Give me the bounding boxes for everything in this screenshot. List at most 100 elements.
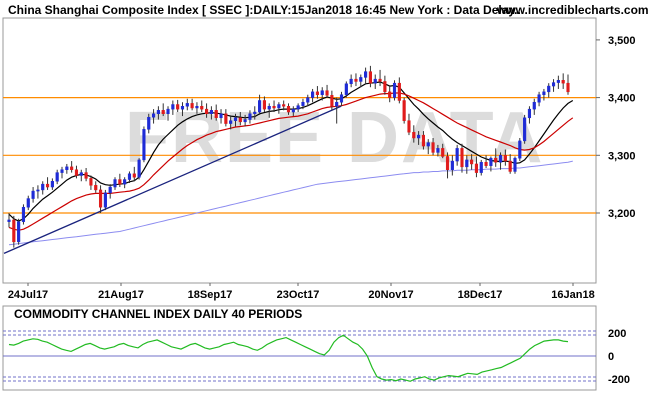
candle-body-20 [103, 192, 107, 208]
candle-body-75 [368, 71, 372, 84]
candle-body-47 [233, 117, 238, 121]
watermark-text: FREE DATA [125, 98, 544, 178]
candle-body-103 [503, 155, 507, 162]
candle-body-79 [388, 91, 392, 98]
date-tick-label-4: 20Nov17 [368, 289, 413, 301]
candle-body-17 [89, 178, 93, 186]
price-tick-label-2: 3,300 [608, 150, 636, 162]
candle-body-108 [527, 108, 532, 119]
date-tick-label-3: 23Oct17 [277, 289, 320, 301]
candle-body-31 [156, 110, 160, 115]
candle-body-54 [267, 106, 271, 110]
candle-body-99 [484, 161, 488, 166]
candle-body-81 [397, 82, 401, 101]
candle-body-10 [55, 172, 59, 182]
candle-body-76 [373, 78, 377, 84]
candle-body-101 [494, 157, 498, 163]
candle-body-82 [402, 100, 406, 121]
candle-body-12 [65, 166, 69, 170]
candle-body-107 [523, 117, 527, 142]
candle-body-78 [383, 81, 387, 93]
candle-body-30 [151, 113, 156, 118]
candle-body-105 [513, 157, 517, 172]
candle-body-72 [354, 78, 358, 82]
candle-body-52 [258, 100, 262, 113]
price-panel-frame [2, 17, 597, 284]
candle-body-97 [474, 163, 479, 173]
price-tick-label-0: 3,500 [608, 35, 636, 47]
candle-body-34 [171, 104, 175, 110]
cci-tick-label-2: -200 [608, 374, 630, 386]
cci-tick-label-1: 0 [608, 351, 614, 363]
candle-body-67 [330, 95, 334, 107]
candle-body-23 [118, 179, 122, 185]
candle-body-59 [291, 108, 295, 113]
source-url: www.incrediblecharts.com [496, 3, 649, 17]
date-tick-label-1: 21Aug17 [98, 289, 144, 301]
candle-body-109 [532, 101, 536, 110]
candle-body-96 [470, 159, 474, 165]
candle-body-93 [455, 148, 459, 162]
candle-body-18 [94, 185, 98, 191]
price-tick-label-3: 3,200 [608, 208, 636, 220]
candle-body-26 [132, 173, 136, 178]
candle-body-1 [12, 219, 16, 243]
candle-body-55 [272, 106, 276, 109]
candle-body-110 [537, 94, 541, 103]
candle-body-80 [392, 82, 397, 98]
candle-body-27 [137, 159, 141, 178]
candle-body-51 [253, 111, 257, 115]
candle-body-24 [123, 179, 127, 185]
candle-body-92 [450, 160, 454, 170]
cci-series-line [8, 334, 569, 382]
candle-body-98 [479, 161, 483, 173]
candle-body-46 [229, 120, 233, 124]
candle-body-4 [26, 198, 30, 208]
candle-body-106 [518, 140, 522, 159]
candle-body-64 [315, 91, 319, 95]
candle-body-115 [561, 80, 565, 84]
date-tick-label-2: 18Sep17 [188, 289, 233, 301]
candle-body-69 [339, 94, 344, 103]
date-tick-label-5: 18Dec17 [458, 289, 503, 301]
candle-body-66 [325, 90, 329, 96]
candle-body-44 [219, 113, 223, 119]
candle-body-37 [185, 103, 189, 107]
date-tick-label-0: 24Jul17 [8, 289, 48, 301]
candle-body-58 [286, 106, 291, 113]
candle-body-21 [108, 186, 112, 194]
candle-body-61 [301, 101, 305, 106]
candle-body-90 [441, 148, 445, 157]
candle-body-48 [238, 117, 242, 123]
candle-body-71 [349, 78, 353, 85]
candle-body-25 [127, 173, 132, 180]
candle-body-32 [161, 110, 165, 115]
candle-body-77 [378, 78, 382, 82]
candle-body-8 [45, 183, 50, 188]
candle-body-13 [70, 166, 74, 170]
price-series-line-2 [8, 160, 573, 246]
candle-body-63 [311, 91, 315, 98]
candle-body-2 [17, 221, 21, 243]
candle-body-0 [7, 219, 11, 222]
candle-body-112 [547, 85, 551, 93]
candle-body-9 [50, 181, 54, 188]
candle-body-100 [489, 157, 493, 166]
candle-body-45 [224, 113, 228, 124]
candle-body-14 [74, 169, 79, 176]
price-tick-label-1: 3,400 [608, 93, 636, 105]
candle-body-94 [460, 148, 464, 168]
candle-body-49 [243, 119, 247, 123]
candle-body-38 [190, 103, 194, 109]
candle-body-36 [180, 106, 185, 110]
candle-body-104 [508, 160, 512, 172]
candle-body-85 [417, 134, 421, 139]
candle-body-41 [205, 108, 209, 115]
candle-body-11 [60, 169, 64, 173]
candle-body-113 [551, 82, 556, 87]
cci-tick-label-0: 200 [608, 328, 626, 340]
candle-body-116 [566, 82, 570, 93]
date-tick-label-6: 16Jan18 [551, 289, 594, 301]
candle-body-42 [209, 110, 213, 115]
